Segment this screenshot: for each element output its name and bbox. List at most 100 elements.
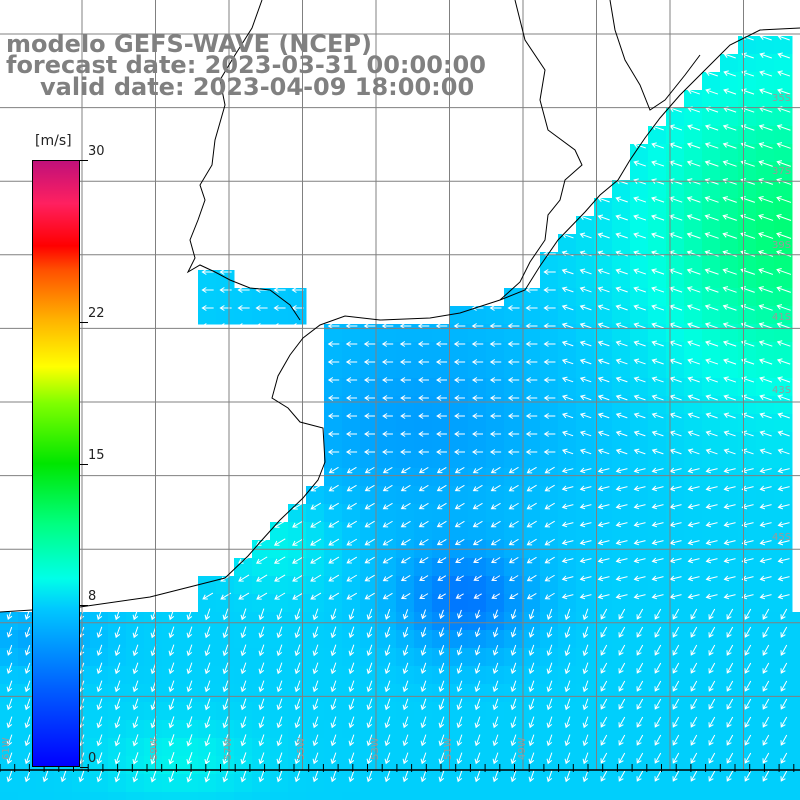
wind-speed-cell	[540, 306, 559, 325]
wind-arrow	[582, 734, 589, 747]
wind-speed-cell	[594, 216, 613, 235]
wind-speed-cell	[576, 306, 595, 325]
wind-arrow	[132, 662, 139, 675]
wind-speed-cell	[648, 234, 667, 253]
wind-arrow	[366, 770, 373, 783]
wind-speed-cell	[612, 378, 631, 397]
wind-speed-cell	[198, 792, 217, 800]
wind-arrow	[168, 662, 175, 675]
wind-arrow	[690, 734, 698, 746]
wind-speed-cell	[432, 648, 451, 667]
wind-arrow	[597, 376, 610, 383]
wind-speed-cell	[756, 576, 775, 595]
wind-speed-cell	[324, 414, 343, 433]
wind-arrow	[507, 359, 520, 365]
wind-arrow	[686, 232, 701, 239]
wind-arrow	[364, 520, 375, 528]
wind-arrow	[490, 538, 501, 546]
wind-arrow	[582, 698, 589, 711]
wind-arrow	[435, 359, 448, 365]
wind-speed-cell	[108, 702, 127, 721]
wind-speed-cell	[216, 702, 235, 721]
wind-speed-cell	[684, 126, 703, 145]
wind-arrow	[633, 376, 646, 383]
wind-arrow	[600, 662, 608, 674]
wind-speed-cell	[576, 270, 595, 289]
wind-arrow	[741, 412, 754, 419]
wind-arrow	[132, 770, 139, 783]
wind-arrow	[420, 609, 427, 620]
wind-arrow	[690, 608, 698, 620]
wind-speed-cell	[756, 486, 775, 505]
wind-speed-cell	[756, 504, 775, 523]
wind-arrow	[96, 734, 103, 747]
wind-arrow	[348, 770, 355, 783]
wind-speed-cell	[162, 612, 181, 631]
wind-speed-cell	[144, 630, 163, 649]
wind-arrow	[258, 662, 265, 675]
wind-speed-cell	[774, 450, 793, 469]
wind-speed-cell	[468, 792, 487, 800]
wind-speed-cell	[306, 612, 325, 631]
wind-speed-cell	[378, 558, 397, 577]
wind-arrow	[704, 250, 719, 257]
wind-speed-cell	[342, 720, 361, 739]
wind-arrow	[492, 680, 499, 693]
wind-arrow	[654, 644, 662, 656]
wind-arrow	[633, 268, 647, 275]
wind-speed-cell	[450, 702, 469, 721]
wind-speed-cell	[360, 342, 379, 361]
wind-arrow	[24, 752, 31, 765]
wind-speed-cell	[270, 666, 289, 685]
wind-speed-cell	[108, 774, 127, 793]
wind-arrow	[759, 394, 773, 401]
wind-speed-cell	[774, 54, 793, 73]
wind-arrow	[420, 770, 427, 783]
wind-arrow	[615, 214, 628, 221]
wind-arrow	[489, 359, 502, 365]
wind-arrow	[382, 466, 393, 474]
wind-speed-cell	[18, 666, 37, 685]
wind-speed-cell	[702, 234, 721, 253]
wind-speed-cell	[540, 648, 559, 667]
wind-speed-cell	[702, 468, 721, 487]
wind-arrow	[436, 377, 447, 383]
wind-speed-cell	[414, 774, 433, 793]
wind-speed-cell	[702, 450, 721, 469]
wind-speed-cell	[108, 738, 127, 757]
wind-speed-cell	[522, 612, 541, 631]
wind-speed-cell	[324, 486, 343, 505]
wind-speed-cell	[774, 378, 793, 397]
wind-arrow	[726, 698, 734, 710]
wind-speed-cell	[468, 720, 487, 739]
wind-speed-cell	[774, 684, 793, 703]
wind-arrow	[219, 323, 232, 329]
wind-speed-cell	[702, 378, 721, 397]
wind-speed-cell	[720, 288, 739, 307]
wind-arrow	[686, 178, 701, 185]
wind-arrow	[312, 770, 319, 783]
wind-speed-cell	[774, 144, 793, 163]
wind-arrow	[222, 770, 229, 783]
wind-arrow	[544, 574, 555, 582]
wind-speed-cell	[378, 360, 397, 379]
wind-arrow	[402, 644, 409, 656]
colorbar	[32, 160, 80, 767]
wind-arrow	[597, 430, 610, 437]
wind-speed-cell	[468, 774, 487, 793]
wind-arrow	[579, 539, 592, 546]
wind-speed-cell	[504, 612, 523, 631]
coastline	[0, 0, 800, 613]
wind-arrow	[597, 485, 610, 492]
wind-arrow	[276, 644, 283, 657]
wind-speed-cell	[630, 594, 649, 613]
wind-arrow	[528, 626, 535, 638]
wind-arrow	[723, 503, 736, 510]
wind-speed-cell	[360, 702, 379, 721]
wind-arrow	[310, 538, 322, 546]
wind-speed-cell	[666, 288, 685, 307]
wind-speed-cell	[720, 180, 739, 199]
wind-speed-cell	[522, 774, 541, 793]
wind-arrow	[759, 70, 773, 77]
wind-speed-cell	[540, 396, 559, 415]
